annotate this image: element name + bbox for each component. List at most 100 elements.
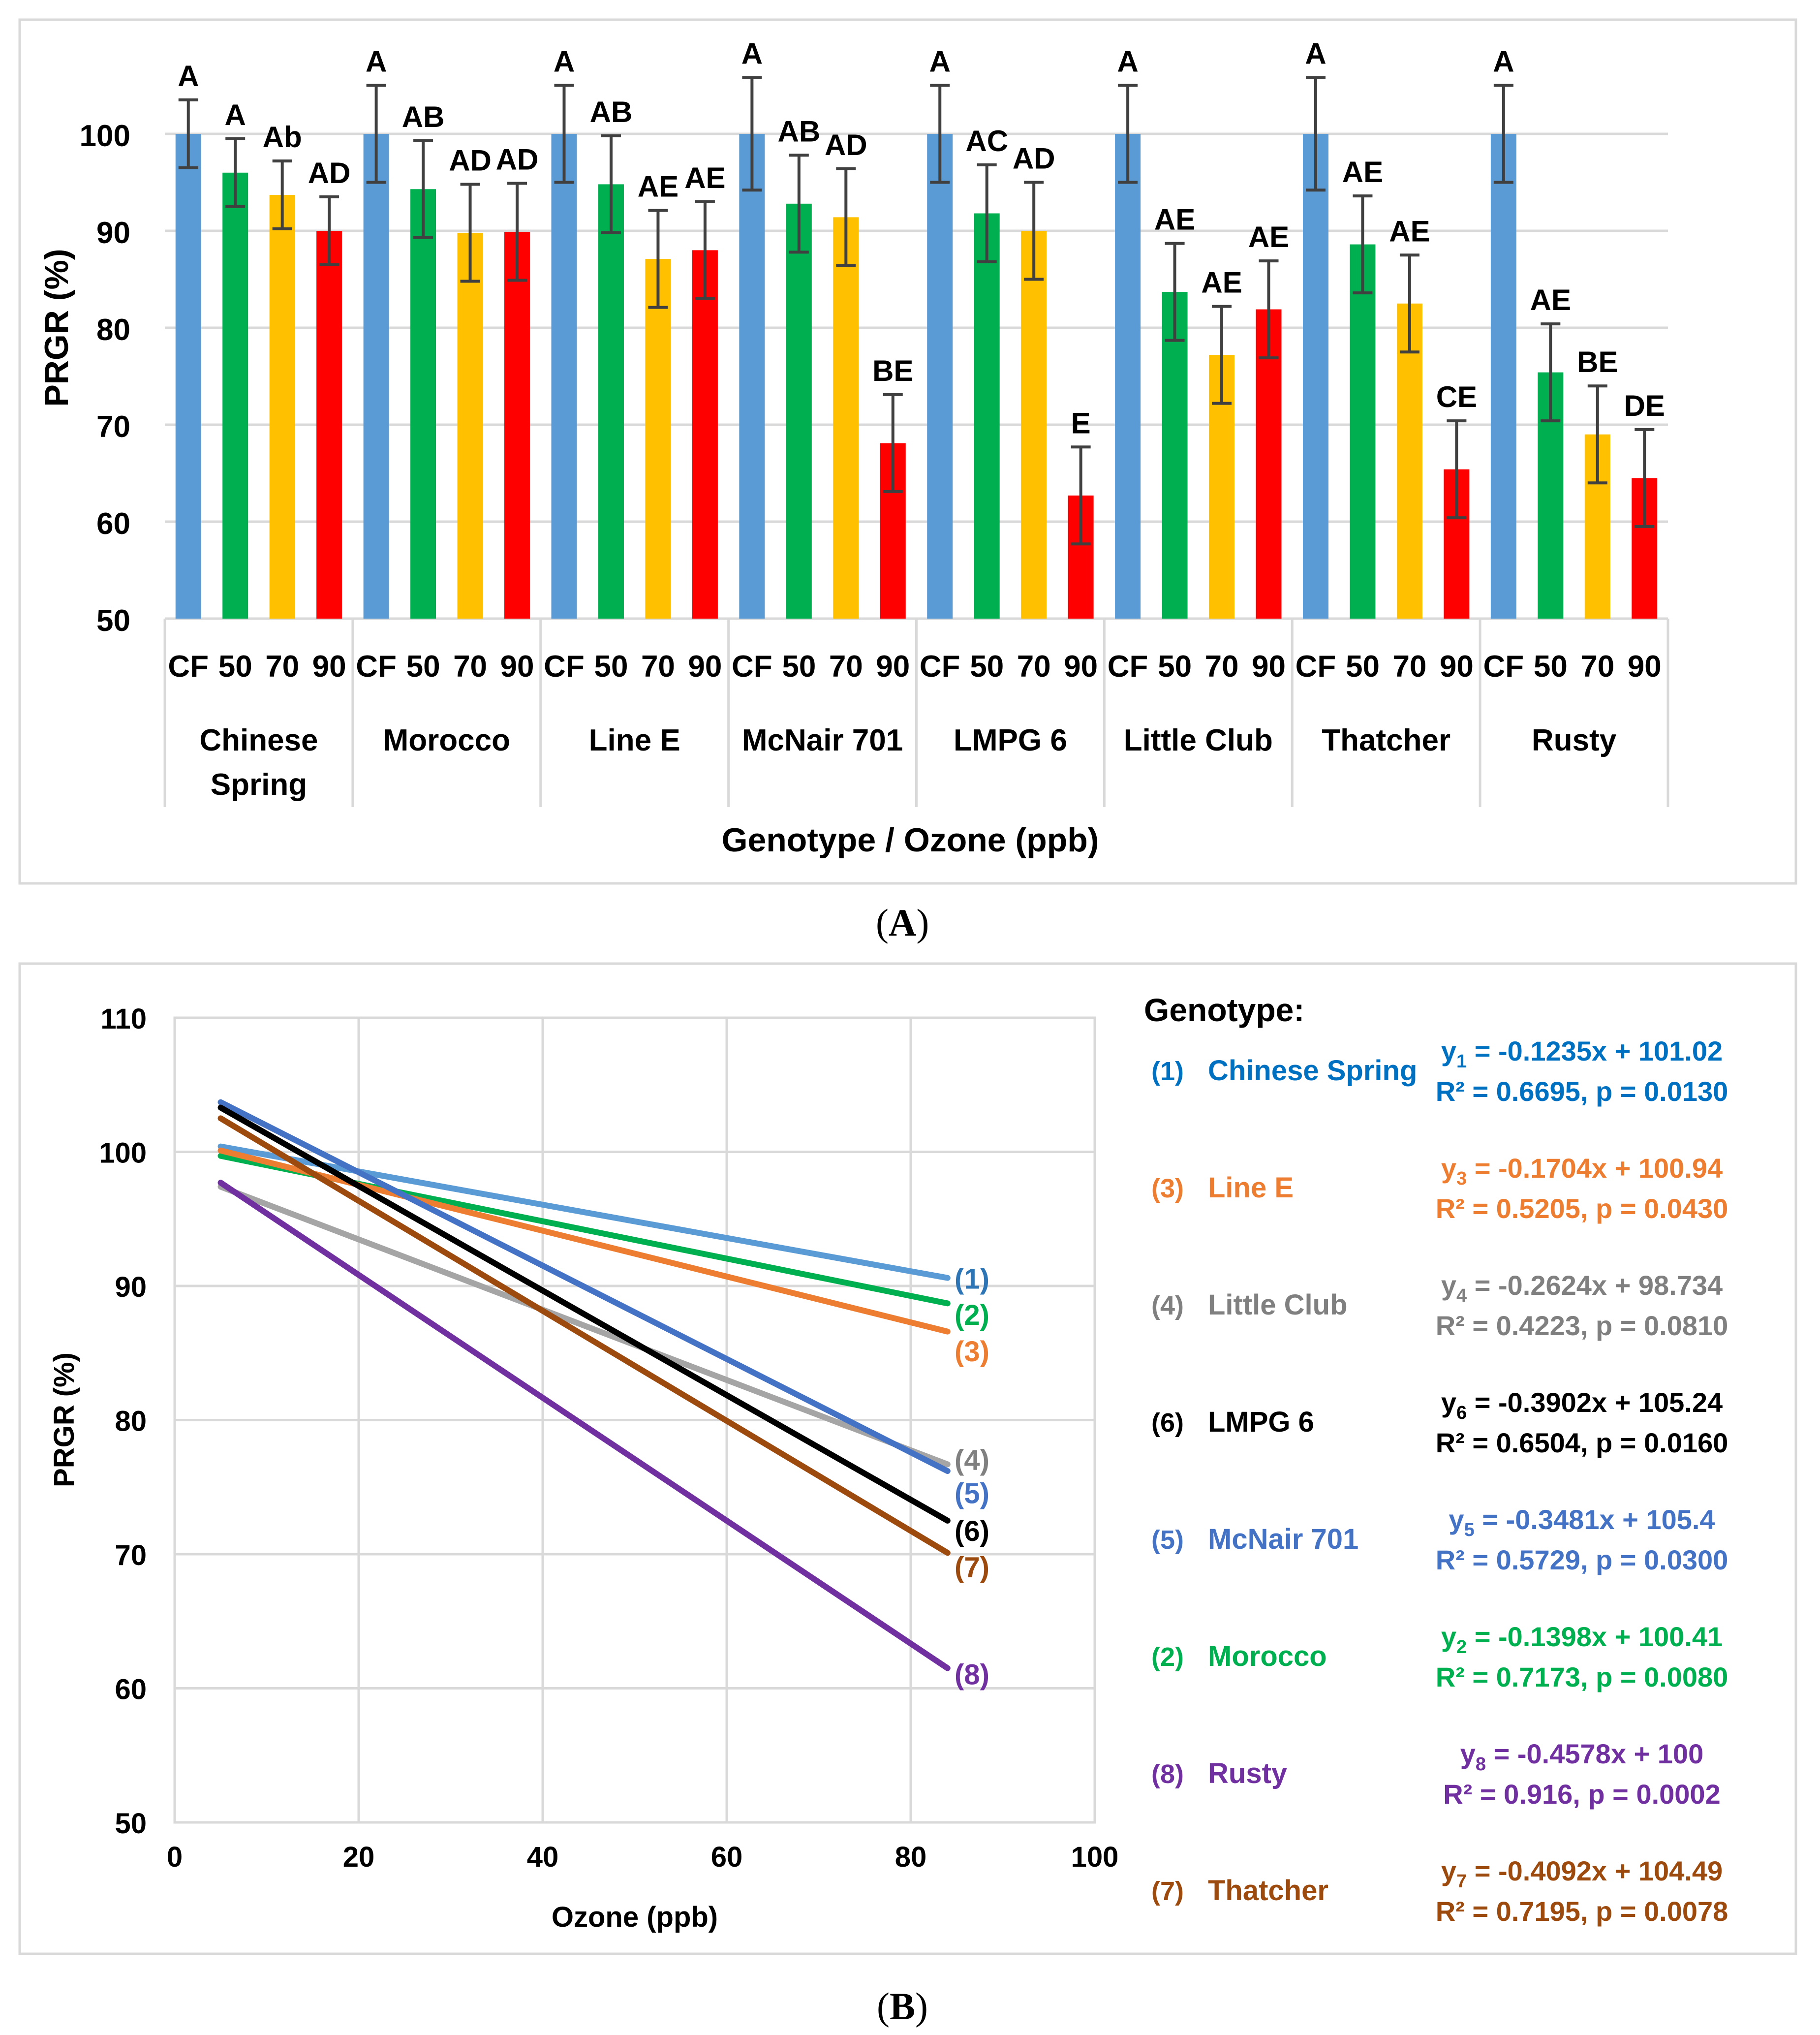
line-end-label: (8)	[955, 1659, 989, 1691]
eq-y: y	[1449, 1504, 1464, 1535]
significance-letter: AC	[965, 125, 1008, 157]
caption-a: (A)	[876, 901, 929, 944]
legend-equation: y6 = -0.3902x + 105.24	[1441, 1387, 1723, 1423]
significance-letter: A	[554, 45, 575, 78]
genotype-label: LMPG 6	[954, 723, 1067, 757]
genotype-label: Spring	[211, 768, 307, 802]
chart-a: 50 60 70 80 90 100 A CF A 50 Ab 70 AD 90 Chinese Spring…	[18, 18, 1797, 885]
genotype-label: Little Club	[1124, 723, 1273, 757]
bar	[1256, 309, 1282, 619]
legend-genotype-name: McNair 701	[1208, 1523, 1358, 1555]
treatment-tick-label: 50	[970, 650, 1004, 684]
significance-letter: AE	[638, 170, 679, 203]
treatment-tick-label: 90	[1628, 650, 1662, 684]
treatment-tick-label: 90	[1252, 650, 1286, 684]
legend-num: (4)	[1151, 1291, 1184, 1320]
bar	[363, 134, 389, 619]
significance-letter: AE	[684, 161, 725, 194]
significance-letter: A	[1493, 45, 1514, 78]
series-line	[217, 1184, 951, 1468]
significance-letter: AB	[590, 95, 633, 128]
bar	[269, 195, 295, 619]
treatment-tick-label: 70	[1580, 650, 1614, 684]
treatment-tick-label: CF	[1296, 650, 1336, 684]
significance-letter: AE	[1342, 156, 1383, 188]
bar	[692, 250, 718, 619]
treatment-tick-label: 90	[1064, 650, 1098, 684]
significance-letter: A	[366, 45, 387, 78]
bar	[739, 134, 765, 619]
treatment-tick-label: 50	[218, 650, 252, 684]
treatment-tick-label: 90	[688, 650, 722, 684]
caption-b: (B)	[877, 1985, 928, 2028]
legend-num: (5)	[1151, 1525, 1184, 1555]
legend-equation: y7 = -0.4092x + 104.49	[1441, 1855, 1723, 1892]
bar	[504, 231, 530, 619]
treatment-tick-label: 70	[1017, 650, 1051, 684]
significance-letter: AE	[1154, 203, 1195, 236]
significance-letter: Ab	[263, 121, 302, 154]
bar	[457, 232, 483, 619]
bar	[1162, 292, 1188, 619]
line-end-label: (3)	[955, 1336, 989, 1368]
legend-stats: R² = 0.6504, p = 0.0160	[1436, 1427, 1728, 1458]
eq-subscript: 7	[1456, 1871, 1467, 1892]
treatment-tick-label: CF	[356, 650, 397, 684]
y-tick-label-a: 70	[96, 410, 130, 444]
legend-genotype-name: Chinese Spring	[1208, 1055, 1417, 1087]
bar	[974, 213, 1000, 619]
treatment-tick-label: 70	[829, 650, 863, 684]
eq-body: = -0.3481x + 105.4	[1475, 1504, 1715, 1535]
treatment-tick-label: 90	[500, 650, 534, 684]
eq-y: y	[1441, 1855, 1456, 1886]
significance-letter: AE	[1530, 283, 1571, 316]
series-line	[217, 1180, 951, 1671]
bar	[1302, 134, 1328, 619]
y-tick-label-b: 100	[99, 1137, 147, 1169]
significance-letter: AE	[1201, 266, 1242, 299]
line-end-label: (1)	[955, 1263, 989, 1295]
legend-num: (2)	[1151, 1642, 1184, 1672]
bar	[1021, 231, 1047, 619]
eq-body: = -0.1398x + 100.41	[1467, 1621, 1723, 1652]
line-end-label: (7)	[955, 1552, 989, 1584]
series-line	[217, 1143, 951, 1281]
legend-stats: R² = 0.5205, p = 0.0430	[1436, 1193, 1728, 1224]
legend-num: (1)	[1151, 1057, 1184, 1086]
x-axis-title-a: Genotype / Ozone (ppb)	[722, 821, 1099, 859]
genotype-label: McNair 701	[742, 723, 903, 757]
y-tick-label-b: 70	[115, 1539, 147, 1571]
significance-letter: CE	[1436, 380, 1477, 413]
treatment-tick-label: 50	[782, 650, 816, 684]
treatment-tick-label: 50	[406, 650, 440, 684]
eq-body: = -0.4092x + 104.49	[1467, 1855, 1723, 1886]
eq-y: y	[1441, 1270, 1456, 1301]
significance-letter: AD	[1013, 142, 1055, 175]
legend-stats: R² = 0.916, p = 0.0002	[1443, 1779, 1720, 1810]
legend-stats: R² = 0.5729, p = 0.0300	[1436, 1544, 1728, 1575]
y-tick-label-a: 90	[96, 216, 130, 250]
significance-letter: A	[1117, 45, 1138, 78]
bar	[1115, 134, 1141, 619]
y-axis-title-b: PRGR (%)	[48, 1352, 80, 1487]
line-end-label: (6)	[955, 1515, 989, 1547]
bar	[598, 184, 624, 619]
significance-letter: BE	[1577, 345, 1618, 378]
treatment-tick-label: 90	[1440, 650, 1474, 684]
y-tick-label-a: 50	[96, 604, 130, 638]
y-tick-label-b: 110	[100, 1003, 147, 1035]
legend-equation: y8 = -0.4578x + 100	[1460, 1738, 1703, 1775]
treatment-tick-label: 70	[1205, 650, 1239, 684]
bar	[1350, 244, 1376, 619]
significance-letter: A	[178, 60, 199, 93]
eq-subscript: 8	[1476, 1754, 1486, 1775]
eq-y: y	[1441, 1035, 1456, 1066]
bar	[175, 134, 201, 619]
y-tick-label-b: 80	[115, 1406, 147, 1438]
chart-b-border	[18, 962, 1797, 1955]
eq-subscript: 6	[1456, 1403, 1467, 1423]
significance-letter: A	[741, 37, 763, 70]
bar	[1490, 134, 1516, 619]
series-line	[217, 1115, 951, 1556]
treatment-tick-label: CF	[732, 650, 772, 684]
